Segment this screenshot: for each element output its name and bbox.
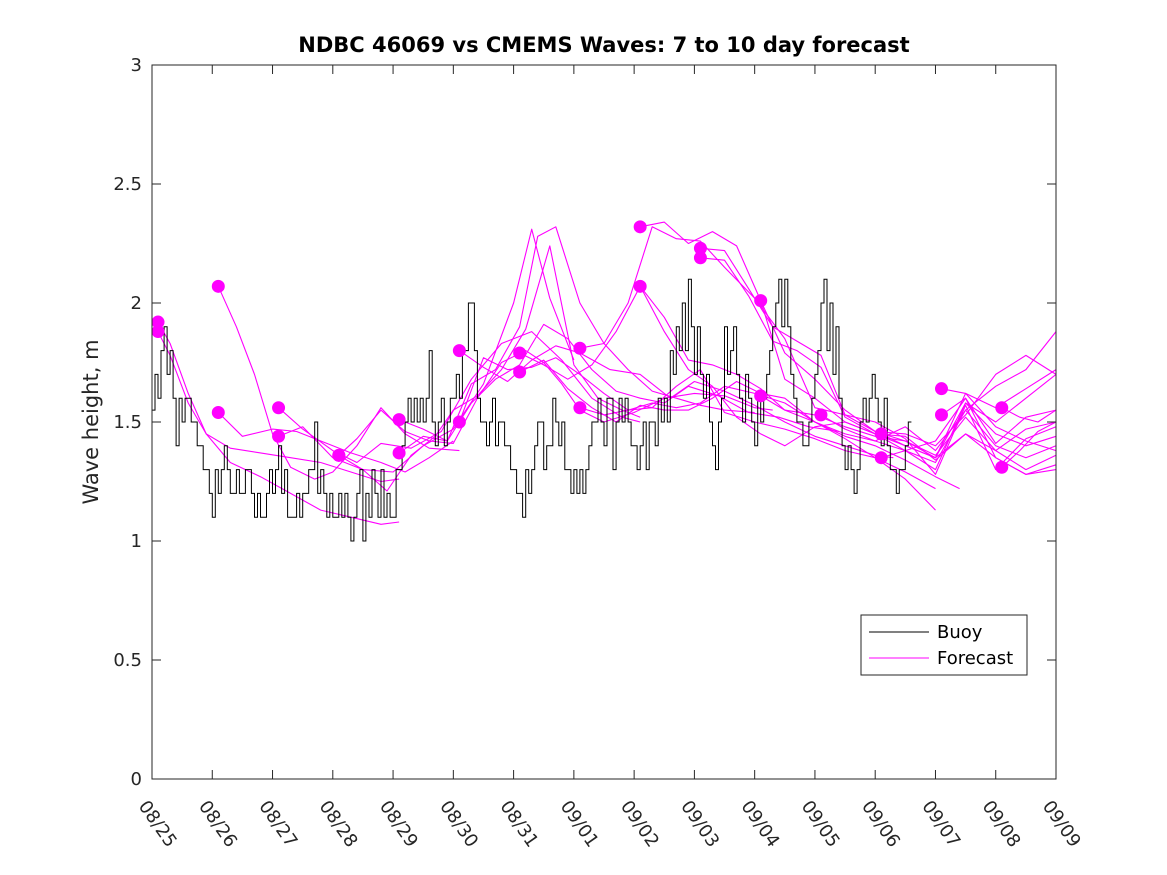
forecast-start-marker (874, 451, 888, 465)
forecast-start-marker (633, 220, 647, 234)
forecast-start-marker (995, 401, 1009, 415)
forecast-start-marker (573, 401, 587, 415)
legend: Buoy Forecast (860, 614, 1028, 676)
forecast-start-marker (452, 415, 466, 429)
forecast-start-marker (392, 446, 406, 460)
forecast-line (640, 221, 1057, 447)
forecast-line (338, 245, 641, 492)
legend-box (860, 614, 1028, 676)
forecast-line (398, 323, 840, 454)
forecast-start-marker (332, 448, 346, 462)
forecast-line (1001, 421, 1057, 468)
forecast-line (700, 247, 1057, 475)
forecast-start-marker (452, 344, 466, 358)
forecast-start-marker (934, 408, 948, 422)
series-layer (151, 220, 1057, 542)
forecast-line (157, 321, 400, 525)
forecast-line (217, 412, 454, 473)
forecast-start-marker (995, 460, 1009, 474)
forecast-line (639, 286, 1057, 459)
forecast-start-marker (754, 294, 768, 308)
forecast-start-marker (272, 429, 286, 443)
forecast-line (760, 395, 1057, 471)
y-tick-label: 0.5 (113, 650, 142, 671)
y-tick-label: 1 (131, 531, 142, 552)
legend-forecast-label: Forecast (937, 648, 1013, 669)
forecast-start-marker (633, 279, 647, 293)
forecast-start-marker (693, 251, 707, 265)
forecast-line (398, 226, 755, 442)
forecast-line (1001, 407, 1057, 423)
forecast-start-marker (934, 382, 948, 396)
y-tick-label: 1.5 (113, 412, 142, 433)
y-tick-label: 2.5 (113, 174, 142, 195)
legend-buoy-label: Buoy (937, 622, 983, 643)
y-axis-title: Wave height, m (79, 339, 103, 504)
forecast-line (157, 331, 400, 483)
forecast-start-marker (151, 325, 165, 339)
forecast-start-marker (754, 389, 768, 403)
y-tick-label: 0 (131, 769, 142, 790)
forecast-start-marker (573, 341, 587, 355)
forecast-line (941, 397, 1057, 444)
chart-title: NDBC 46069 vs CMEMS Waves: 7 to 10 day f… (298, 33, 909, 57)
forecast-start-marker (211, 279, 225, 293)
forecast-start-marker (392, 413, 406, 427)
forecast-start-marker (513, 346, 527, 360)
forecast-start-marker (874, 427, 888, 441)
y-tick-label: 2 (131, 293, 142, 314)
forecast-start-marker (513, 365, 527, 379)
forecast-start-marker (814, 408, 828, 422)
forecast-line (519, 359, 936, 511)
forecast-start-marker (211, 405, 225, 419)
y-tick-label: 3 (131, 55, 142, 76)
buoy-line (152, 278, 912, 542)
forecast-start-marker (272, 401, 286, 415)
